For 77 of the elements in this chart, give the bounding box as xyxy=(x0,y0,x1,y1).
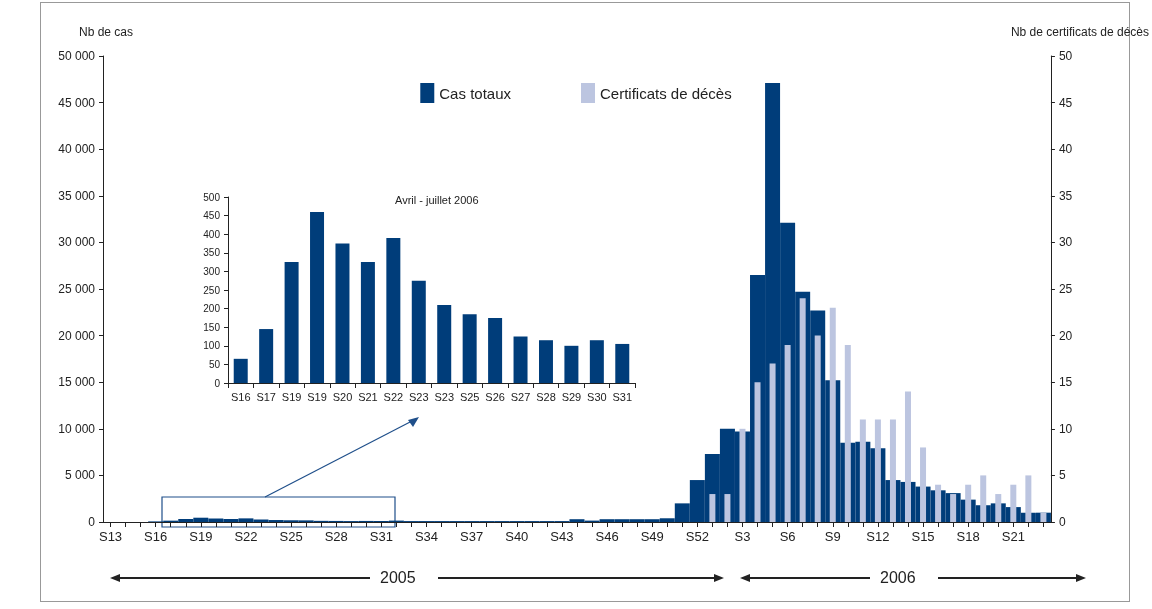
x-tick-label: S22 xyxy=(234,529,258,544)
y-tick-label: 0 xyxy=(88,515,96,529)
y-tick-label: 300 xyxy=(203,265,221,277)
y-tick-label: 150 xyxy=(203,321,221,333)
x-tick-label: S16 xyxy=(144,529,168,544)
x-tick-label: S16 xyxy=(230,390,251,403)
x-tick-label: S25 xyxy=(279,529,303,544)
y-tick-label: 450 xyxy=(203,210,221,222)
y2-tick-label: 40 xyxy=(1058,142,1073,157)
y-tick-label: 45 000 xyxy=(58,95,96,110)
y-tick-label: 20 000 xyxy=(58,328,96,343)
y-tick-label: 10 000 xyxy=(58,421,96,436)
text: 2006 xyxy=(880,568,916,586)
y2-tick-label: 45 xyxy=(1058,95,1073,110)
y-tick-label: 200 xyxy=(203,303,221,315)
x-tick-label: S22 xyxy=(383,390,404,403)
y-tick-label: 500 xyxy=(203,191,221,203)
y2-axis-title: Nb de certificats de décès xyxy=(1010,25,1150,39)
x-tick-label: S18 xyxy=(956,529,980,544)
y-tick-label: 250 xyxy=(203,284,221,296)
y-tick-label: 25 000 xyxy=(58,282,96,296)
x-tick-label: S21 xyxy=(358,390,378,403)
y2-tick-label: 15 xyxy=(1058,375,1073,390)
y2-tick-label: 10 xyxy=(1058,421,1073,436)
legend-label: Certificats de décès xyxy=(599,84,732,102)
x-tick-label: S27 xyxy=(510,390,531,403)
x-tick-label: S30 xyxy=(587,390,607,403)
y-tick-label: 350 xyxy=(203,247,221,259)
y-tick-label: 50 xyxy=(208,358,221,370)
x-tick-label: S46 xyxy=(595,529,619,544)
x-tick-label: S26 xyxy=(485,390,505,403)
y-axis-title: Nb de cas xyxy=(78,25,133,39)
legend-label: Cas totaux xyxy=(439,84,512,102)
x-tick-label: S9 xyxy=(824,529,841,544)
x-tick-label: S31 xyxy=(369,529,393,544)
x-tick-label: S15 xyxy=(911,529,935,544)
y-tick-label: 15 000 xyxy=(58,375,96,390)
x-tick-label: S28 xyxy=(324,529,348,544)
y2-tick-label: 0 xyxy=(1058,515,1066,529)
y-tick-label: 30 000 xyxy=(58,235,96,250)
x-tick-label: S12 xyxy=(866,529,890,544)
y-tick-label: 100 xyxy=(203,340,221,352)
x-tick-label: S19 xyxy=(189,529,213,544)
x-tick-label: S13 xyxy=(98,529,123,544)
y2-tick-label: 50 xyxy=(1058,49,1073,63)
x-tick-label: S28 xyxy=(536,390,556,403)
y2-tick-label: 20 xyxy=(1058,328,1073,343)
x-tick-label: S29 xyxy=(561,390,582,403)
x-tick-label: S40 xyxy=(505,529,529,544)
x-tick-label: S19 xyxy=(281,390,302,403)
y2-tick-label: 35 xyxy=(1058,188,1073,203)
chart-title: Avril - juillet 2006 xyxy=(395,193,479,206)
x-tick-label: S25 xyxy=(459,390,480,403)
y2-tick-label: 30 xyxy=(1058,235,1073,250)
x-tick-label: S3 xyxy=(734,529,751,544)
y-tick-label: 50 000 xyxy=(58,49,96,63)
y-tick-label: 35 000 xyxy=(58,188,96,203)
y2-tick-label: 25 xyxy=(1058,282,1073,296)
y-tick-label: 5 000 xyxy=(64,468,96,483)
x-tick-label: S49 xyxy=(640,529,664,544)
x-tick-label: S31 xyxy=(612,390,633,403)
x-tick-label: S52 xyxy=(685,529,709,544)
x-tick-label: S6 xyxy=(779,529,796,544)
x-tick-label: S43 xyxy=(550,529,574,544)
x-tick-label: S19 xyxy=(307,390,327,403)
x-tick-label: S23 xyxy=(408,390,429,403)
x-tick-label: S17 xyxy=(256,390,276,403)
y-tick-label: 0 xyxy=(214,377,221,389)
y-tick-label: 40 000 xyxy=(58,142,96,157)
x-tick-label: S21 xyxy=(1001,529,1025,544)
y-tick-label: 400 xyxy=(203,228,221,240)
text: 2005 xyxy=(380,568,416,586)
x-tick-label: S34 xyxy=(414,529,439,544)
y2-tick-label: 5 xyxy=(1058,468,1066,483)
x-tick-label: S20 xyxy=(332,390,353,403)
x-tick-label: S23 xyxy=(434,390,455,403)
x-tick-label: S37 xyxy=(460,529,484,544)
